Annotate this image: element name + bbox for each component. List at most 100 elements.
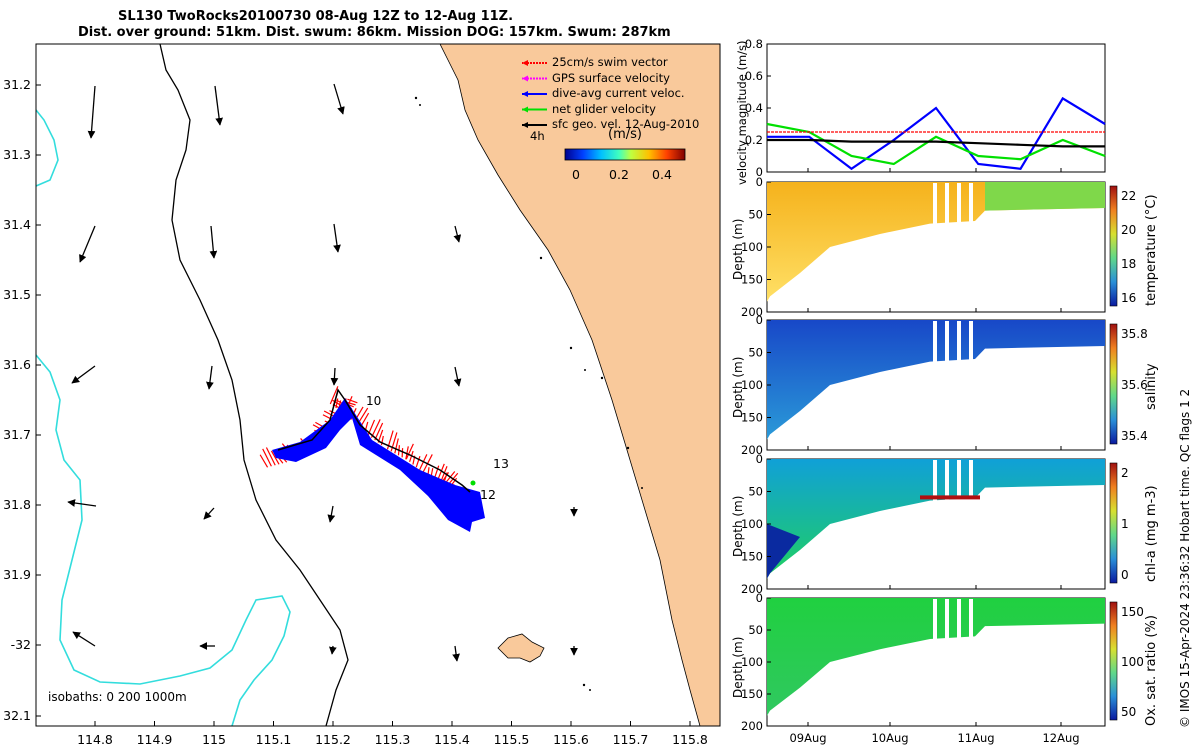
depth-ytick-label: 50 — [748, 346, 763, 360]
heatmap-data-region — [767, 459, 1105, 579]
depth-ytick-label: 50 — [748, 485, 763, 499]
interval-label: 4h — [530, 129, 545, 143]
colorbar-tick-label: 20 — [1121, 223, 1136, 237]
lat-tick-label: 31.7 — [3, 427, 31, 442]
legend-arrowhead — [522, 122, 528, 128]
swim-vector — [259, 454, 269, 468]
heatmap-gap — [969, 599, 973, 640]
velocity-series-line — [767, 96, 1106, 171]
heatmap-colorbar — [1109, 323, 1118, 445]
longitude-axis: 114.8 114.9 115 115.1 115.2 115.3 115.4 115.5 11… — [77, 721, 708, 747]
depth-ytick-label: 100 — [741, 655, 763, 669]
depth-ylabel-2: Depth (m) — [731, 356, 745, 418]
latitude-axis: 31.2 31.3 31.4 31.5 31.6 31.7 31.8 31.9 -32 32.1 — [3, 77, 41, 723]
heatmap-gap — [969, 183, 973, 225]
track-label-12: 12 — [480, 487, 496, 502]
heatmap-colorbar — [1109, 185, 1118, 307]
glider-position-marker — [470, 480, 476, 486]
swim-vector — [415, 456, 421, 468]
lat-tick-label: 31.2 — [3, 77, 31, 92]
heatmap-gap — [957, 460, 961, 502]
lat-tick-label: -32 — [11, 637, 31, 652]
depth-ytick-label: 0 — [756, 313, 763, 327]
timeseries-panels: 00.20.40.60.8050100150200161820220501001… — [741, 37, 1148, 745]
chla-cbar-label: chl-a (mg m-3) — [1144, 485, 1159, 582]
swim-vector — [370, 419, 381, 438]
coastal-rocks — [414, 96, 643, 691]
heatmap-gap — [933, 460, 937, 502]
depth-ytick-label: 200 — [741, 305, 763, 319]
swim-vector — [390, 432, 398, 452]
isobath-1000m — [36, 109, 291, 726]
lon-tick-label: 115 — [202, 732, 226, 747]
depth-ytick-label: 150 — [741, 273, 763, 287]
lat-tick-label: 32.1 — [3, 708, 31, 723]
heatmap-data-region — [767, 182, 1105, 302]
lat-tick-label: 31.4 — [3, 217, 31, 232]
depth-ytick-label: 0 — [756, 591, 763, 605]
swim-vector — [347, 398, 358, 404]
heatmap-gap — [945, 183, 949, 225]
lat-tick-label: 31.6 — [3, 357, 31, 372]
velocity-ytick-label: 0 — [756, 165, 763, 179]
heatmap-gap — [933, 599, 937, 640]
depth-ytick-label: 150 — [741, 411, 763, 425]
depth-ytick-label: 200 — [741, 582, 763, 596]
colorbar-tick-label: 150 — [1121, 605, 1144, 619]
time-xtick-label: 09Aug — [789, 731, 826, 745]
lon-tick-label: 115.7 — [613, 732, 649, 747]
chla-max-band — [920, 495, 980, 500]
lon-tick-label: 115.1 — [256, 732, 292, 747]
heatmap-gap — [945, 599, 949, 640]
map-colorbar-ticks: 0 0.2 0.4 — [572, 167, 672, 182]
colorbar-tick-label: 16 — [1121, 291, 1136, 305]
swim-vector — [346, 401, 356, 406]
legend-label: 25cm/s swim vector — [552, 55, 668, 69]
glider-track — [277, 388, 471, 493]
heatmap-warm-patch — [985, 182, 1105, 211]
map-cbar-tick-label: 0.2 — [609, 167, 629, 182]
map-colorbar-unit: (m/s) — [608, 127, 642, 142]
swim-vector — [335, 398, 339, 409]
depth-ytick-label: 100 — [741, 240, 763, 254]
depth-ytick-label: 50 — [748, 623, 763, 637]
island — [497, 633, 545, 663]
depth-ytick-label: 200 — [741, 719, 763, 733]
lat-tick-label: 31.3 — [3, 147, 31, 162]
map-cbar-tick-label: 0 — [572, 167, 580, 182]
heatmap-gap — [957, 321, 961, 363]
heatmap-data-region — [767, 320, 1105, 440]
map-cbar-tick-label: 0.4 — [652, 167, 672, 182]
map-colorbar — [564, 148, 686, 161]
map-legend — [522, 60, 547, 128]
heatmap-gap — [969, 321, 973, 363]
swim-vector — [265, 447, 276, 466]
depth-ylabel-1: Depth (m) — [731, 218, 745, 280]
lat-tick-label: 31.5 — [3, 287, 31, 302]
imos-credit: © IMOS 15-Apr-2024 23:36:32 Hobart time.… — [1178, 388, 1192, 728]
salinity-cbar-label: salinity — [1144, 363, 1159, 410]
depth-ylabel-4: Depth (m) — [731, 636, 745, 698]
heatmap-gap — [969, 460, 973, 502]
track-label-10: 10 — [366, 394, 382, 408]
lat-tick-label: 31.8 — [3, 497, 31, 512]
colorbar-tick-label: 22 — [1121, 189, 1136, 203]
map-frame — [35, 43, 721, 727]
velocity-ytick-label: 0.8 — [745, 37, 763, 51]
lon-tick-label: 114.8 — [77, 732, 113, 747]
depth-ytick-label: 0 — [756, 452, 763, 466]
depth-ytick-label: 100 — [741, 378, 763, 392]
legend-arrowhead — [522, 106, 528, 113]
depth-ytick-label: 0 — [756, 175, 763, 189]
legend-label: net glider velocity — [552, 101, 656, 116]
heatmap-gap — [945, 321, 949, 363]
swim-vector — [405, 446, 409, 460]
colorbar-tick-label: 18 — [1121, 257, 1136, 271]
heatmap-gap — [957, 183, 961, 225]
swim-vector — [394, 438, 399, 454]
heatmap-gap — [945, 460, 949, 502]
heatmap-gap — [933, 321, 937, 363]
colorbar-tick-label: 1 — [1121, 517, 1129, 531]
swim-vector — [270, 450, 280, 465]
